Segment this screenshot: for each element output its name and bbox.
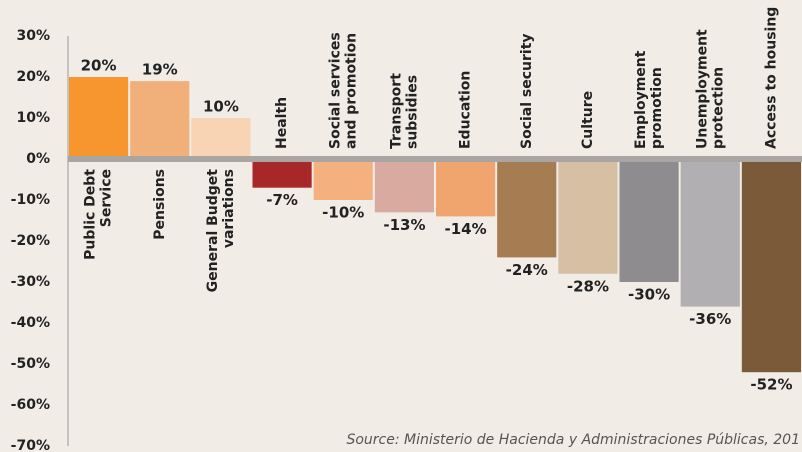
category-label: Social security <box>519 33 535 149</box>
value-label: -13% <box>383 216 425 234</box>
value-label: 19% <box>142 61 178 79</box>
bar <box>741 159 801 373</box>
value-label: -24% <box>506 261 548 279</box>
value-label: -14% <box>445 220 487 238</box>
category-label: Pensions <box>152 169 168 240</box>
y-tick-label: -10% <box>11 192 50 208</box>
bar <box>130 81 190 159</box>
category-label: Unemployment <box>694 29 710 149</box>
category-label: subsidies <box>404 75 420 149</box>
bar <box>69 77 129 159</box>
category-label: Employment <box>633 50 649 149</box>
category-label: Social services <box>327 32 343 149</box>
bar <box>436 159 496 217</box>
y-tick-label: 20% <box>16 69 50 85</box>
category-label: variations <box>221 169 237 248</box>
y-tick-label: -70% <box>11 438 50 452</box>
y-tick-label: -20% <box>11 233 50 249</box>
category-label: Access to housing <box>763 7 779 149</box>
category-label: promotion <box>649 67 665 149</box>
category-label: General Budget <box>205 169 221 293</box>
y-tick-label: 0% <box>26 151 50 167</box>
bar <box>313 159 373 200</box>
y-tick-label: -60% <box>11 397 50 413</box>
value-label: -52% <box>750 376 792 394</box>
bar <box>680 159 740 307</box>
value-label: -10% <box>322 204 364 222</box>
bar <box>558 159 618 274</box>
value-label: -7% <box>266 191 298 209</box>
zero-line <box>68 156 802 162</box>
category-label: Health <box>274 97 290 149</box>
category-label: protection <box>710 67 726 149</box>
category-label: Culture <box>580 91 596 149</box>
value-label: -30% <box>628 286 670 304</box>
y-tick-label: -30% <box>11 274 50 290</box>
y-tick-label: -50% <box>11 356 50 372</box>
value-label: 20% <box>81 57 117 75</box>
category-label: Public Debt <box>83 169 99 260</box>
category-label: Transport <box>388 73 404 149</box>
category-label: Service <box>99 169 115 227</box>
bar <box>191 118 251 159</box>
y-tick-label: 10% <box>16 110 50 126</box>
y-tick-label: -40% <box>11 315 50 331</box>
y-tick-label: 30% <box>16 28 50 44</box>
category-label: Education <box>458 71 474 149</box>
bar <box>252 159 312 188</box>
bar <box>497 159 557 258</box>
value-label: 10% <box>203 98 239 116</box>
bar <box>374 159 434 213</box>
source: Source: Ministerio de Hacienda y Adminis… <box>346 432 800 448</box>
value-label: -28% <box>567 277 609 295</box>
bar <box>619 159 679 282</box>
category-label: and promotion <box>343 33 359 149</box>
value-label: -36% <box>689 310 731 328</box>
